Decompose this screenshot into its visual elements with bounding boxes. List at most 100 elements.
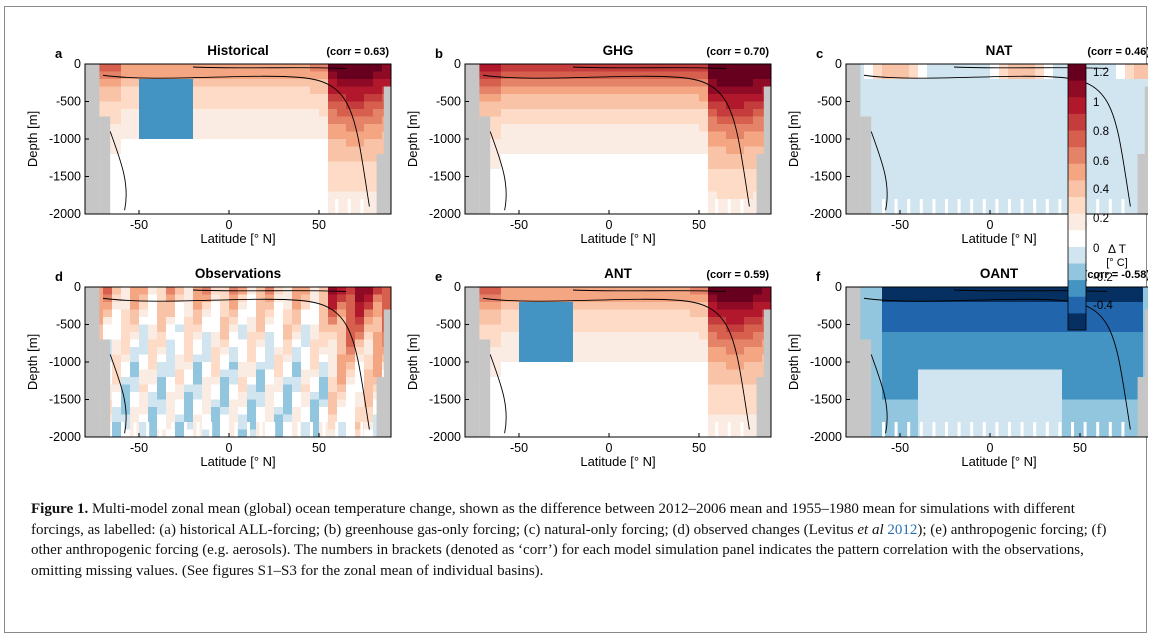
- panel-title: Historical: [207, 43, 269, 58]
- panel-corr: (corr = 0.59): [706, 269, 769, 281]
- y-tick-label: -500: [436, 95, 461, 109]
- caption-text-2: ); (e) anthropogenic forcing; (f) other …: [31, 521, 1107, 579]
- y-axis-label: Depth [m]: [786, 334, 801, 390]
- panel-corr: (corr = 0.46): [1087, 46, 1148, 58]
- x-tick-label: 0: [987, 441, 994, 455]
- contour-lines: [863, 66, 1131, 211]
- y-tick-label: -1000: [49, 132, 81, 146]
- x-axis-label: Latitude [° N]: [200, 454, 275, 469]
- y-tick-label: 0: [835, 57, 842, 71]
- y-tick-label: -1500: [49, 170, 81, 184]
- colorbar-tick-label: 1.2: [1093, 67, 1109, 79]
- colorbar-segment: [1068, 97, 1086, 115]
- x-tick-label: 0: [987, 218, 994, 232]
- x-tick-label: 50: [1073, 441, 1087, 455]
- colorbar-segment: [1068, 64, 1086, 82]
- panel-letter: d: [55, 269, 63, 284]
- contour-lines: [102, 289, 370, 434]
- colorbar-segment: [1068, 180, 1086, 198]
- x-tick-label: -50: [130, 441, 148, 455]
- y-tick-label: -1500: [810, 170, 842, 184]
- colorbar-segment: [1068, 246, 1086, 264]
- y-tick-label: -1500: [429, 170, 461, 184]
- y-tick-label: -500: [817, 318, 842, 332]
- y-tick-label: -1000: [810, 132, 842, 146]
- colorbar-segment: [1068, 296, 1086, 314]
- panel-title: Observations: [195, 266, 281, 281]
- x-tick-label: 50: [312, 441, 326, 455]
- colorbar-tick-label: 0.6: [1093, 156, 1109, 168]
- x-tick-label: -50: [130, 218, 148, 232]
- colorbar-tick-label: 1: [1093, 97, 1099, 109]
- colorbar-segment: [1068, 147, 1086, 165]
- x-tick-label: 0: [226, 441, 233, 455]
- y-tick-label: -500: [436, 318, 461, 332]
- y-tick-label: -1000: [429, 355, 461, 369]
- x-axis-label: Latitude [° N]: [200, 231, 275, 246]
- panel-title: OANT: [980, 266, 1019, 281]
- y-tick-label: -500: [56, 318, 81, 332]
- x-tick-label: 50: [312, 218, 326, 232]
- y-tick-label: 0: [74, 57, 81, 71]
- panel-letter: c: [816, 46, 823, 61]
- y-tick-label: -1500: [810, 393, 842, 407]
- caption-label: Figure 1.: [31, 501, 89, 517]
- temperature-field: [465, 64, 772, 215]
- y-tick-label: -1000: [810, 355, 842, 369]
- contour-lines: [482, 289, 750, 434]
- missing-data-mask: [465, 64, 771, 214]
- colorbar-segment: [1068, 197, 1086, 215]
- x-tick-label: -50: [510, 441, 528, 455]
- x-tick-label: -50: [510, 218, 528, 232]
- y-tick-label: -2000: [49, 207, 81, 221]
- panel-letter: a: [55, 46, 63, 61]
- y-axis-label: Depth [m]: [25, 334, 40, 390]
- colorbar-segment: [1068, 230, 1086, 248]
- figure-frame: 0 -500 -1000 -1500 -2000 -50 0 50 Depth [m] Latit…: [4, 6, 1148, 633]
- y-tick-label: 0: [454, 280, 461, 294]
- y-tick-label: -2000: [429, 430, 461, 444]
- caption-etal: et al: [857, 521, 884, 538]
- y-tick-label: 0: [74, 280, 81, 294]
- x-tick-label: 0: [606, 218, 613, 232]
- y-tick-label: -1500: [49, 393, 81, 407]
- x-axis-label: Latitude [° N]: [580, 231, 655, 246]
- panel-title: ANT: [604, 266, 632, 281]
- contour-lines: [482, 66, 750, 211]
- panel-corr: (corr = 0.70): [706, 46, 769, 58]
- panel-letter: f: [816, 269, 821, 284]
- colorbar-label: Δ T: [1108, 242, 1127, 256]
- x-axis-label: Latitude [° N]: [580, 454, 655, 469]
- y-tick-label: 0: [454, 57, 461, 71]
- colorbar-tick-label: 0.4: [1093, 184, 1110, 196]
- colorbar-tick-label: 0.2: [1093, 213, 1109, 225]
- y-axis-label: Depth [m]: [405, 334, 420, 390]
- panel-letter: b: [435, 46, 443, 61]
- caption-reference-year: 2012: [883, 521, 918, 538]
- x-tick-label: -50: [891, 218, 909, 232]
- colorbar-segment: [1068, 130, 1086, 148]
- x-tick-label: -50: [891, 441, 909, 455]
- y-tick-label: -1000: [49, 355, 81, 369]
- panel-corr: (corr = -0.58): [1084, 269, 1148, 281]
- colorbar-unit: [° C]: [1106, 257, 1128, 269]
- y-tick-label: -500: [817, 95, 842, 109]
- colorbar-segment: [1068, 80, 1086, 98]
- colorbar-segment: [1068, 280, 1086, 298]
- x-axis-label: Latitude [° N]: [961, 231, 1036, 246]
- colorbar: 1.2 1 0.8 0.6 0.4 0.2 0 -0.2 -0.4 Δ T[° C]: [1067, 63, 1128, 331]
- contour-lines: [102, 66, 370, 211]
- y-tick-label: -2000: [49, 430, 81, 444]
- figure-caption: Figure 1. Multi-model zonal mean (global…: [31, 499, 1131, 581]
- x-tick-label: 0: [606, 441, 613, 455]
- panel-title: NAT: [986, 43, 1013, 58]
- y-axis-label: Depth [m]: [25, 111, 40, 167]
- temperature-field: [85, 64, 392, 215]
- colorbar-tick-label: 0.8: [1093, 126, 1109, 138]
- y-tick-label: -2000: [429, 207, 461, 221]
